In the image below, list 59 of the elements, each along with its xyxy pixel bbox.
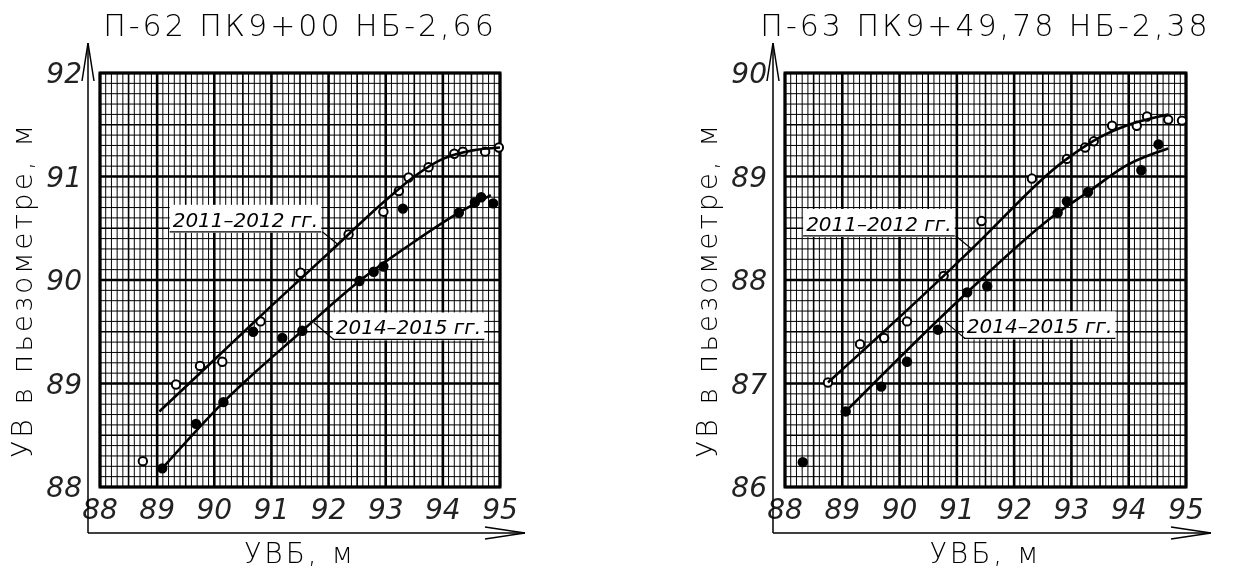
point <box>190 418 202 430</box>
point <box>1176 115 1188 126</box>
annotation: 2011–2012 гг. <box>806 211 952 236</box>
y-tick-label: 91 <box>46 160 82 194</box>
x-tick-label: 95 <box>482 493 518 526</box>
point <box>932 324 944 335</box>
point <box>217 356 228 367</box>
y-axis-title: УВ в пьезометре, м <box>691 122 724 458</box>
point <box>487 198 499 209</box>
x-tick-label: 92 <box>996 493 1032 526</box>
point <box>170 379 182 390</box>
x-tick-label: 94 <box>1110 493 1147 526</box>
point <box>1153 139 1164 150</box>
x-tick-label: 91 <box>253 493 290 526</box>
chart-title: П-63 ПК9+49,78 НБ-2,38 <box>760 8 1211 43</box>
x-tick-label: 89 <box>139 493 175 526</box>
point <box>1026 173 1038 184</box>
point <box>1106 120 1118 131</box>
point <box>194 360 206 372</box>
x-tick-label: 93 <box>1053 493 1090 526</box>
point <box>247 326 259 337</box>
x-tick-label: 91 <box>939 493 975 526</box>
x-axis-title: УВБ, м <box>244 537 356 570</box>
x-tick-label: 90 <box>881 493 918 526</box>
x-tick-label: 93 <box>367 493 404 526</box>
y-tick-label: 90 <box>46 264 82 297</box>
point <box>982 281 993 292</box>
y-tick-label: 92 <box>46 57 82 90</box>
point <box>797 456 808 468</box>
point <box>876 381 887 392</box>
x-tick-label: 94 <box>425 493 461 526</box>
annotation: 2014–2015 гг. <box>335 315 482 340</box>
x-tick-label: 92 <box>310 493 347 526</box>
point <box>1163 114 1174 125</box>
annotation: 2014–2015 гг. <box>966 314 1113 339</box>
point <box>854 338 866 350</box>
point <box>878 332 890 344</box>
point <box>976 215 987 227</box>
x-tick-label: 89 <box>824 493 861 526</box>
y-tick-label: 86 <box>731 471 767 504</box>
point <box>901 316 913 327</box>
y-tick-label: 89 <box>46 367 82 401</box>
y-tick-label: 90 <box>731 57 767 90</box>
point <box>397 203 409 214</box>
point <box>277 332 288 344</box>
y-tick-label: 88 <box>46 471 82 504</box>
x-tick-label: 90 <box>196 493 233 526</box>
y-tick-label: 88 <box>731 264 767 297</box>
point <box>137 455 149 467</box>
point <box>378 206 389 217</box>
y-axis-title: УВ в пьезометре, м <box>6 122 39 458</box>
chart-title: П-62 ПК9+00 НБ-2,66 <box>103 8 497 43</box>
annotation: 2011–2012 гг. <box>172 207 319 232</box>
point <box>1136 165 1147 176</box>
x-axis-title: УВБ, м <box>929 537 1042 570</box>
point <box>901 356 913 367</box>
y-tick-label: 89 <box>731 160 767 194</box>
y-tick-label: 87 <box>731 367 768 401</box>
x-tick-label: 95 <box>1168 493 1204 526</box>
